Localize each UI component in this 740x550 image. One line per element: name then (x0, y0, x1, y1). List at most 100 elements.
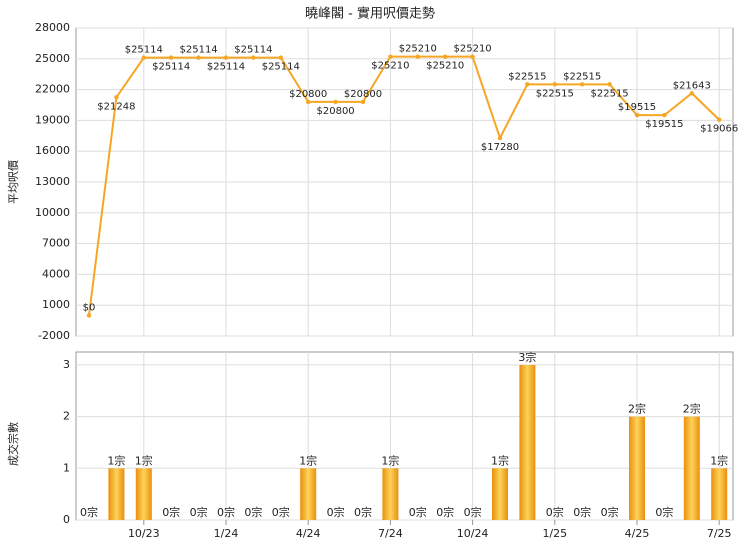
x-tick-label: 10/24 (457, 527, 489, 540)
data-label: $25114 (207, 62, 245, 73)
y-axis-label: 平均呎價 (6, 160, 20, 204)
data-label: 0宗 (217, 505, 235, 519)
point (415, 54, 420, 59)
bar (629, 416, 645, 520)
data-label: $19515 (618, 102, 656, 113)
point (525, 82, 530, 87)
data-label: $25114 (262, 62, 300, 73)
x-tick-label: 7/25 (707, 527, 732, 540)
y-tick-label: 0 (63, 513, 70, 526)
y-tick-label: 16000 (35, 144, 70, 157)
plot-frame (75, 351, 734, 521)
y-tick-label: -2000 (38, 329, 70, 342)
data-label: $19066 (700, 124, 738, 135)
data-label: $25210 (454, 44, 492, 55)
point (114, 95, 119, 100)
data-label: $20800 (317, 106, 355, 117)
point (607, 82, 612, 87)
bar (135, 468, 152, 520)
x-tick-label: 7/24 (378, 527, 403, 540)
point (662, 112, 667, 118)
data-label: 3宗 (518, 350, 536, 364)
y-axis-label: 成交宗數 (6, 422, 20, 466)
y-tick-label: 19000 (35, 113, 70, 126)
bar (711, 468, 728, 520)
point (360, 99, 366, 105)
point (141, 55, 146, 60)
y-tick-label: 28000 (35, 21, 70, 34)
y-tick-label: 10000 (35, 206, 70, 219)
point (717, 117, 722, 122)
data-label: 0宗 (272, 505, 290, 519)
data-label: $17280 (481, 142, 519, 153)
x-tick-label: 4/24 (296, 527, 321, 540)
data-label: $25114 (125, 45, 163, 56)
point (333, 99, 338, 105)
y-tick-label: 25000 (35, 52, 70, 65)
data-label: $22515 (508, 71, 546, 82)
y-tick-label: 2 (63, 410, 70, 423)
data-label: $25210 (371, 61, 409, 72)
point (443, 54, 448, 59)
y-tick-label: 1 (63, 461, 70, 474)
bar (300, 468, 317, 520)
data-label: 1宗 (299, 453, 317, 467)
data-label: $22515 (536, 88, 574, 99)
data-label: $25210 (426, 61, 464, 72)
data-label: $25114 (234, 45, 272, 56)
x-tick-label: 1/25 (542, 527, 567, 540)
data-label: 0宗 (354, 505, 372, 519)
data-label: $21643 (673, 80, 711, 91)
y-tick-label: 4000 (42, 267, 70, 280)
point (86, 313, 92, 318)
data-label: 0宗 (601, 505, 619, 519)
data-label: 1宗 (381, 453, 399, 467)
data-label: $25114 (180, 45, 218, 56)
point (388, 54, 393, 59)
data-label: 1宗 (491, 453, 509, 467)
data-label: 1宗 (135, 453, 153, 467)
bar (683, 416, 700, 520)
chart-title: 曉峰閣 - 實用呎價走勢 (305, 6, 435, 22)
point (196, 55, 201, 60)
point (169, 55, 174, 60)
data-label: 0宗 (409, 505, 427, 519)
bar (492, 468, 508, 520)
point (251, 55, 256, 60)
y-tick-label: 13000 (35, 175, 70, 188)
x-tick-label: 10/23 (128, 527, 160, 540)
data-label: 0宗 (244, 505, 262, 519)
data-label: 1宗 (107, 453, 125, 467)
data-label: 0宗 (464, 505, 482, 519)
x-tick-label: 1/24 (214, 527, 239, 540)
data-label: $22515 (563, 71, 601, 82)
data-label: $0 (83, 302, 96, 313)
data-label: 0宗 (80, 505, 98, 519)
data-label: $21248 (97, 101, 135, 112)
point (278, 55, 283, 60)
data-label: 1宗 (710, 453, 728, 467)
data-label: 0宗 (436, 505, 454, 519)
point (497, 135, 503, 141)
bar (382, 468, 399, 520)
data-label: 0宗 (573, 505, 591, 519)
data-label: $20800 (289, 89, 327, 100)
y-tick-label: 3 (63, 358, 70, 371)
data-label: $20800 (344, 89, 382, 100)
x-tick-label: 4/25 (625, 527, 650, 540)
data-label: $22515 (591, 88, 629, 99)
bar (108, 468, 125, 520)
data-label: $25210 (399, 44, 437, 55)
data-label: 2宗 (683, 402, 701, 416)
y-tick-label: 1000 (42, 298, 70, 311)
point (552, 82, 557, 87)
data-label: 0宗 (190, 505, 208, 519)
data-label: 2宗 (628, 402, 646, 416)
point (580, 82, 585, 87)
data-label: $25114 (152, 62, 190, 73)
point (470, 54, 475, 59)
point (689, 91, 694, 96)
data-label: 0宗 (162, 505, 180, 519)
y-tick-label: 7000 (42, 237, 70, 250)
